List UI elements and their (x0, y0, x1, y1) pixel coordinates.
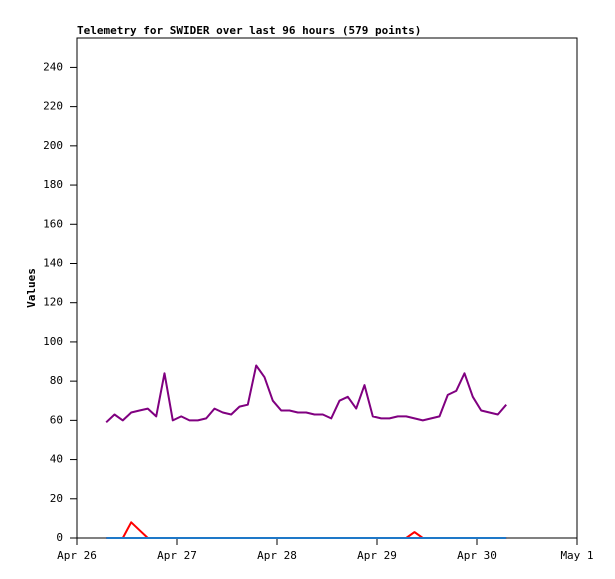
x-tick-label: Apr 29 (357, 549, 397, 562)
y-axis-label: Values (25, 268, 38, 308)
x-tick-label: Apr 28 (257, 549, 297, 562)
chart-title: Telemetry for SWIDER over last 96 hours … (77, 24, 421, 37)
y-tick-label: 80 (50, 374, 63, 387)
y-tick-label: 0 (56, 531, 63, 544)
x-tick-label: May 1 (560, 549, 593, 562)
y-tick-label: 200 (43, 139, 63, 152)
y-tick-label: 140 (43, 256, 63, 269)
series-line (106, 521, 507, 539)
y-tick-label: 160 (43, 217, 63, 230)
x-tick-label: Apr 30 (457, 549, 497, 562)
y-tick-label: 220 (43, 100, 63, 113)
plot-frame (76, 37, 578, 539)
y-tick-label: 100 (43, 335, 63, 348)
y-tick-label: 40 (50, 453, 63, 466)
x-tick-label: Apr 27 (157, 549, 197, 562)
x-tick-label: Apr 26 (57, 549, 97, 562)
y-tick-label: 120 (43, 296, 63, 309)
series-line (105, 364, 507, 424)
y-tick-label: 180 (43, 178, 63, 191)
y-tick-label: 60 (50, 413, 63, 426)
y-tick-label: 240 (43, 60, 63, 73)
y-tick-label: 20 (50, 492, 63, 505)
